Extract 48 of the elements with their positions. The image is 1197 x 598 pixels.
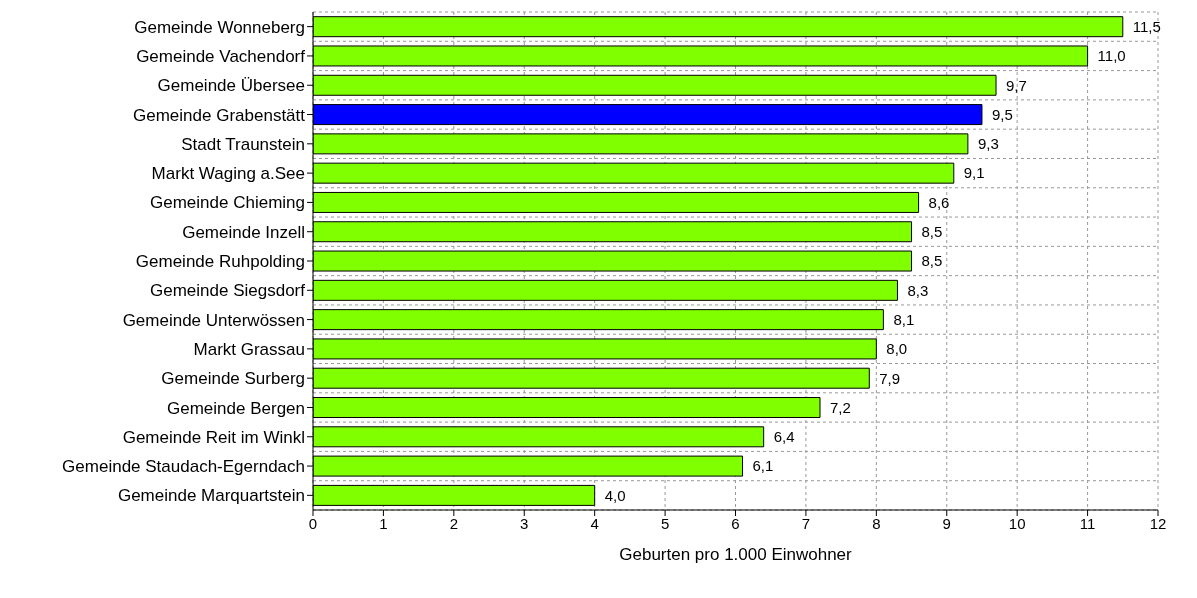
y-tick-label: Gemeinde Reit im Winkl (122, 427, 305, 447)
y-tick-label: Gemeinde Vachendorf (136, 46, 306, 66)
x-tick-label: 2 (449, 514, 459, 532)
x-tick-label: 11 (1079, 514, 1096, 532)
y-tick-label: Markt Grassau (193, 339, 305, 359)
data-label: 8,1 (893, 310, 915, 328)
x-tick-label: 9 (942, 514, 951, 532)
x-tick-label: 3 (520, 514, 529, 532)
data-label: 8,5 (921, 223, 943, 241)
y-tick-label: Gemeinde Chieming (150, 193, 305, 213)
x-tick-label: 7 (801, 514, 811, 532)
data-label: 8,0 (886, 340, 908, 358)
y-tick-label: Gemeinde Wonneberg (134, 17, 305, 37)
y-tick-label: Gemeinde Siegsdorf (150, 281, 306, 301)
x-axis-title: Geburten pro 1.000 Einwohner (619, 545, 853, 564)
y-tick-label: Gemeinde Marquartstein (117, 486, 305, 506)
data-label: 6,4 (773, 428, 795, 446)
data-label: 7,2 (830, 398, 851, 416)
y-tick-label: Gemeinde Staudach-Egerndach (62, 457, 305, 477)
y-tick-label: Gemeinde Ruhpolding (135, 252, 305, 272)
x-tick-label: 6 (731, 514, 740, 532)
x-tick-label: 10 (1008, 514, 1026, 532)
y-tick-label: Markt Waging a.See (151, 164, 305, 184)
y-tick-label: Gemeinde Bergen (167, 398, 305, 418)
x-tick-label: 8 (872, 514, 881, 532)
data-label: 9,7 (1006, 76, 1027, 94)
data-label: 11,0 (1097, 47, 1126, 65)
x-tick-label: 5 (660, 514, 670, 532)
y-tick-label: Gemeinde Übersee (157, 76, 305, 96)
x-tick-label: 1 (379, 514, 388, 532)
data-label: 11,5 (1132, 18, 1161, 36)
data-label: 6,1 (752, 457, 774, 475)
y-tick-label: Gemeinde Inzell (182, 222, 305, 242)
y-tick-label: Gemeinde Grabenstätt (133, 105, 306, 125)
y-tick-label: Gemeinde Unterwössen (122, 310, 305, 330)
data-label: 9,1 (963, 164, 985, 182)
data-label: 4,0 (604, 486, 626, 504)
data-label: 7,9 (879, 369, 901, 387)
data-label: 8,3 (907, 281, 929, 299)
data-label: 9,3 (977, 135, 999, 153)
x-tick-label: 4 (590, 514, 599, 532)
y-tick-label: Stadt Traunstein (181, 134, 305, 154)
x-tick-label: 12 (1149, 514, 1167, 532)
x-tick-label: 0 (308, 514, 318, 532)
data-label: 8,5 (921, 252, 943, 270)
data-label: 8,6 (928, 193, 950, 211)
data-label: 9,5 (991, 105, 1013, 123)
y-tick-label: Gemeinde Surberg (161, 369, 305, 389)
